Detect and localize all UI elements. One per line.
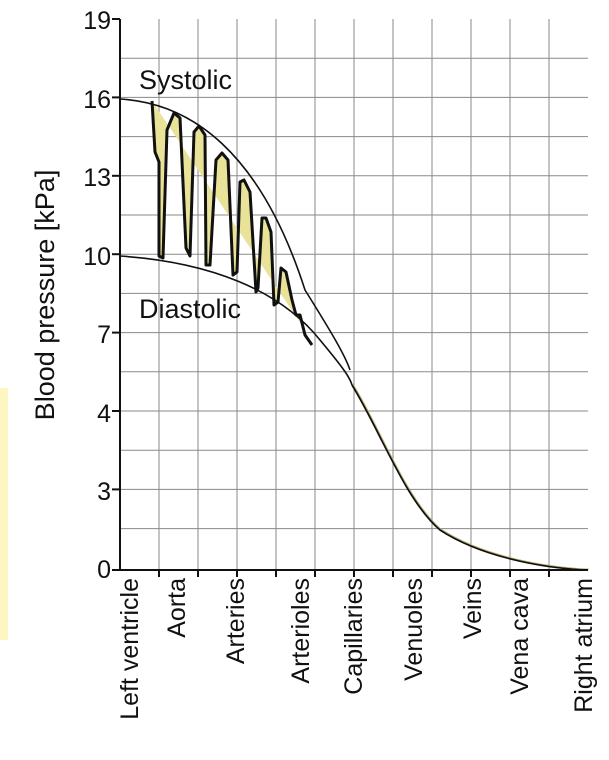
diastolic-annotation: Diastolic	[139, 294, 241, 324]
x-label-capillaries: Capillaries	[340, 578, 368, 695]
grid	[120, 19, 588, 570]
x-label-venuoles: Venuoles	[400, 578, 428, 681]
y-tick-label-3: 3	[97, 478, 111, 506]
x-label-arterioles: Arterioles	[287, 578, 315, 684]
pulse-waveform	[150, 100, 314, 346]
y-tick-label-16: 16	[83, 86, 111, 114]
x-label-veins: Veins	[459, 578, 487, 639]
highlight-strip	[0, 388, 8, 640]
y-tick-label-10: 10	[83, 243, 111, 271]
x-label-right-atrium: Right atrium	[570, 578, 598, 713]
x-label-aorta: Aorta	[163, 578, 191, 638]
curves	[119, 98, 590, 571]
pressure-tail-curve	[351, 384, 589, 571]
x-label-vena-cava: Vena cava	[506, 578, 534, 695]
y-tick-label-19: 19	[83, 7, 111, 35]
x-label-left-ventricle: Left ventricle	[116, 578, 144, 720]
y-tick-label-4: 4	[97, 400, 111, 428]
y-tick-label-0: 0	[97, 556, 111, 584]
systolic-annotation: Systolic	[139, 65, 232, 95]
x-label-arteries: Arteries	[222, 578, 250, 664]
systolic-curve	[119, 98, 351, 371]
y-tick-label-13: 13	[83, 164, 111, 192]
y-tick-label-7: 7	[97, 321, 111, 349]
y-axis-title: Blood pressure [kPa]	[30, 170, 60, 421]
pressure-tail-shadow	[352, 383, 590, 570]
axes	[112, 18, 588, 577]
